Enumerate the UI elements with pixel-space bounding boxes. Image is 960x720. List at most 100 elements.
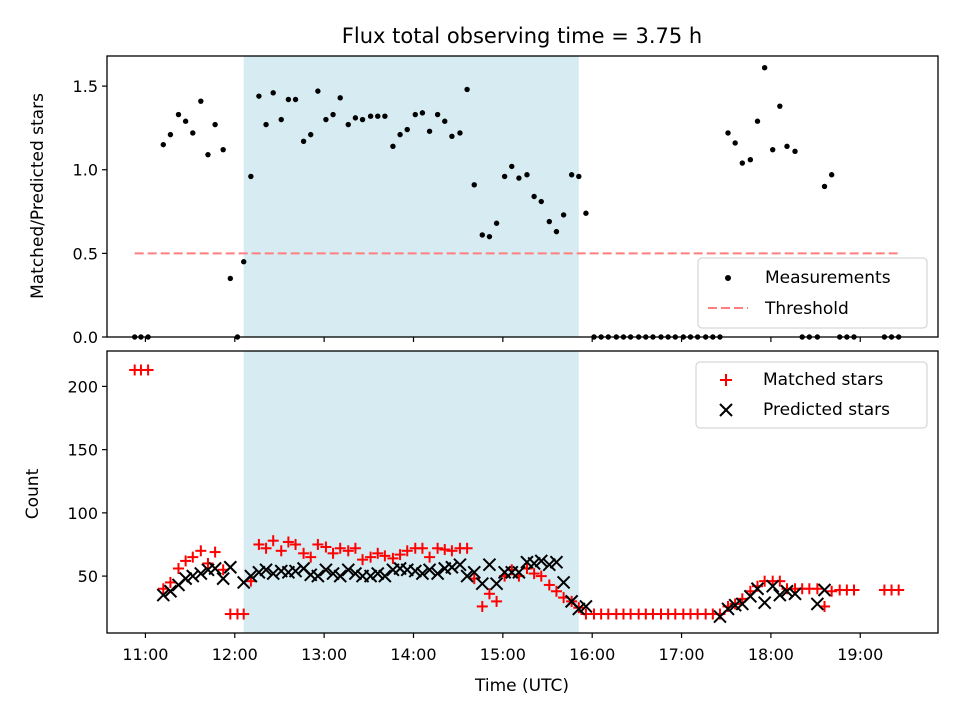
measurement-point <box>509 163 515 170</box>
measurement-point <box>412 111 418 118</box>
measurement-point <box>426 128 433 134</box>
matched-star-point <box>357 554 369 566</box>
measurement-point <box>434 111 441 118</box>
predicted-star-point <box>252 565 266 580</box>
top-panel: 0.0 0.5 1.0 1.5 Matched/Predicted stars Mea… <box>28 55 939 347</box>
measurement-point <box>747 157 754 163</box>
predicted-star-point <box>223 560 238 574</box>
measurement-point <box>546 218 553 225</box>
legend-matched-marker <box>720 374 732 386</box>
matched-star-point <box>290 538 302 550</box>
matched-star-point <box>446 545 458 557</box>
measurement-point <box>241 259 247 265</box>
measurement-point <box>739 160 746 166</box>
predicted-star-point <box>721 602 735 616</box>
predicted-star-point <box>445 560 459 574</box>
matched-star-point <box>439 544 451 556</box>
top-axes-frame <box>106 55 939 338</box>
measurement-point <box>352 115 359 121</box>
measurement-point <box>367 113 374 119</box>
predicted-star-point <box>208 561 222 576</box>
measurement-point <box>359 116 366 123</box>
matched-star-point <box>275 545 287 557</box>
predicted-star-point <box>556 575 571 590</box>
matched-star-point <box>202 557 214 569</box>
measurement-point <box>754 118 761 124</box>
predicted-star-point <box>453 558 467 572</box>
bottom-legend: Matched stars Predicted stars <box>695 361 928 429</box>
measurement-point <box>524 172 530 178</box>
matched-star-point <box>253 538 265 550</box>
predicted-star-point <box>817 583 832 597</box>
measurement-point <box>175 111 182 118</box>
measurement-point <box>300 138 307 145</box>
bottom-x-tick-label: 17:00 <box>658 645 704 664</box>
measurements-series <box>132 65 902 340</box>
matched-star-point <box>238 608 250 620</box>
predicted-star-point <box>378 569 392 583</box>
measurement-point <box>828 172 835 178</box>
bottom-x-tick-label: 14:00 <box>390 645 436 664</box>
predicted-star-point <box>266 566 280 581</box>
measurement-point <box>160 141 166 148</box>
figure-title: Flux total observing time = 3.75 h <box>342 24 702 48</box>
predicted-star-point <box>482 558 497 572</box>
matched-star-point <box>491 595 503 607</box>
measurement-point <box>167 131 174 138</box>
bottom-axes-frame <box>106 350 939 634</box>
predicted-star-point <box>489 576 504 591</box>
measurement-point <box>198 98 204 104</box>
measurement-point <box>538 198 544 205</box>
matched-star-point <box>379 550 391 562</box>
matched-star-point <box>424 551 436 563</box>
predicted-star-point <box>780 584 794 598</box>
legend-predicted-label: Predicted stars <box>763 400 890 420</box>
measurement-point <box>784 143 790 150</box>
measurement-point <box>583 210 589 216</box>
predicted-star-point <box>810 597 825 611</box>
bottom-legend-box <box>695 361 928 429</box>
top-legend: Measurements Threshold <box>697 257 928 329</box>
matched-star-point <box>394 549 406 561</box>
measurement-point <box>227 275 234 282</box>
measurement-point <box>419 110 426 116</box>
matched-star-point <box>334 542 346 554</box>
matched-star-point <box>342 545 354 557</box>
measurement-point <box>732 140 738 146</box>
measurement-point <box>457 130 463 136</box>
bottom-x-tick-label: 18:00 <box>748 645 794 664</box>
predicted-star-point <box>467 565 481 580</box>
top-y-tick-label: 0.0 <box>73 328 98 347</box>
matched-star-point <box>172 563 184 575</box>
measurement-point <box>315 88 321 94</box>
top-y-axis: 0.0 0.5 1.0 1.5 <box>73 77 107 347</box>
predicted-star-point <box>572 602 586 616</box>
top-y-tick-label: 1.0 <box>73 161 98 180</box>
predicted-star-point <box>460 569 474 583</box>
measurement-point <box>263 121 269 128</box>
predicted-star-point <box>534 554 548 568</box>
measurement-point <box>493 220 500 226</box>
bottom-panel: 50 100 150 200 11:00 12:00 13:00 14:00 15:00 16:… <box>23 350 939 696</box>
predicted-star-point <box>408 564 422 578</box>
bottom-y-axis-label: Count <box>23 468 43 519</box>
matched-star-point <box>195 545 207 557</box>
matched-star-point <box>774 575 786 587</box>
matched-star-point <box>476 600 488 612</box>
bottom-x-axis: 11:00 12:00 13:00 14:00 15:00 16:00 17:00 18:00… <box>122 633 883 664</box>
predicted-star-point <box>788 587 802 601</box>
matched-star-point <box>401 545 413 557</box>
predicted-star-point <box>186 569 200 583</box>
predicted-star-point <box>288 564 303 578</box>
measurement-point <box>792 148 798 155</box>
legend-measurements-marker <box>725 275 731 281</box>
measurement-point <box>308 131 314 138</box>
predicted-star-point <box>512 565 526 580</box>
measurement-point <box>486 233 493 240</box>
matched-star-point <box>826 585 838 597</box>
bottom-x-tick-label: 12:00 <box>212 645 258 664</box>
matched-star-point <box>432 542 444 554</box>
predicted-star-point <box>156 588 171 602</box>
matched-star-point <box>180 555 192 567</box>
predicted-star-point <box>371 566 385 581</box>
